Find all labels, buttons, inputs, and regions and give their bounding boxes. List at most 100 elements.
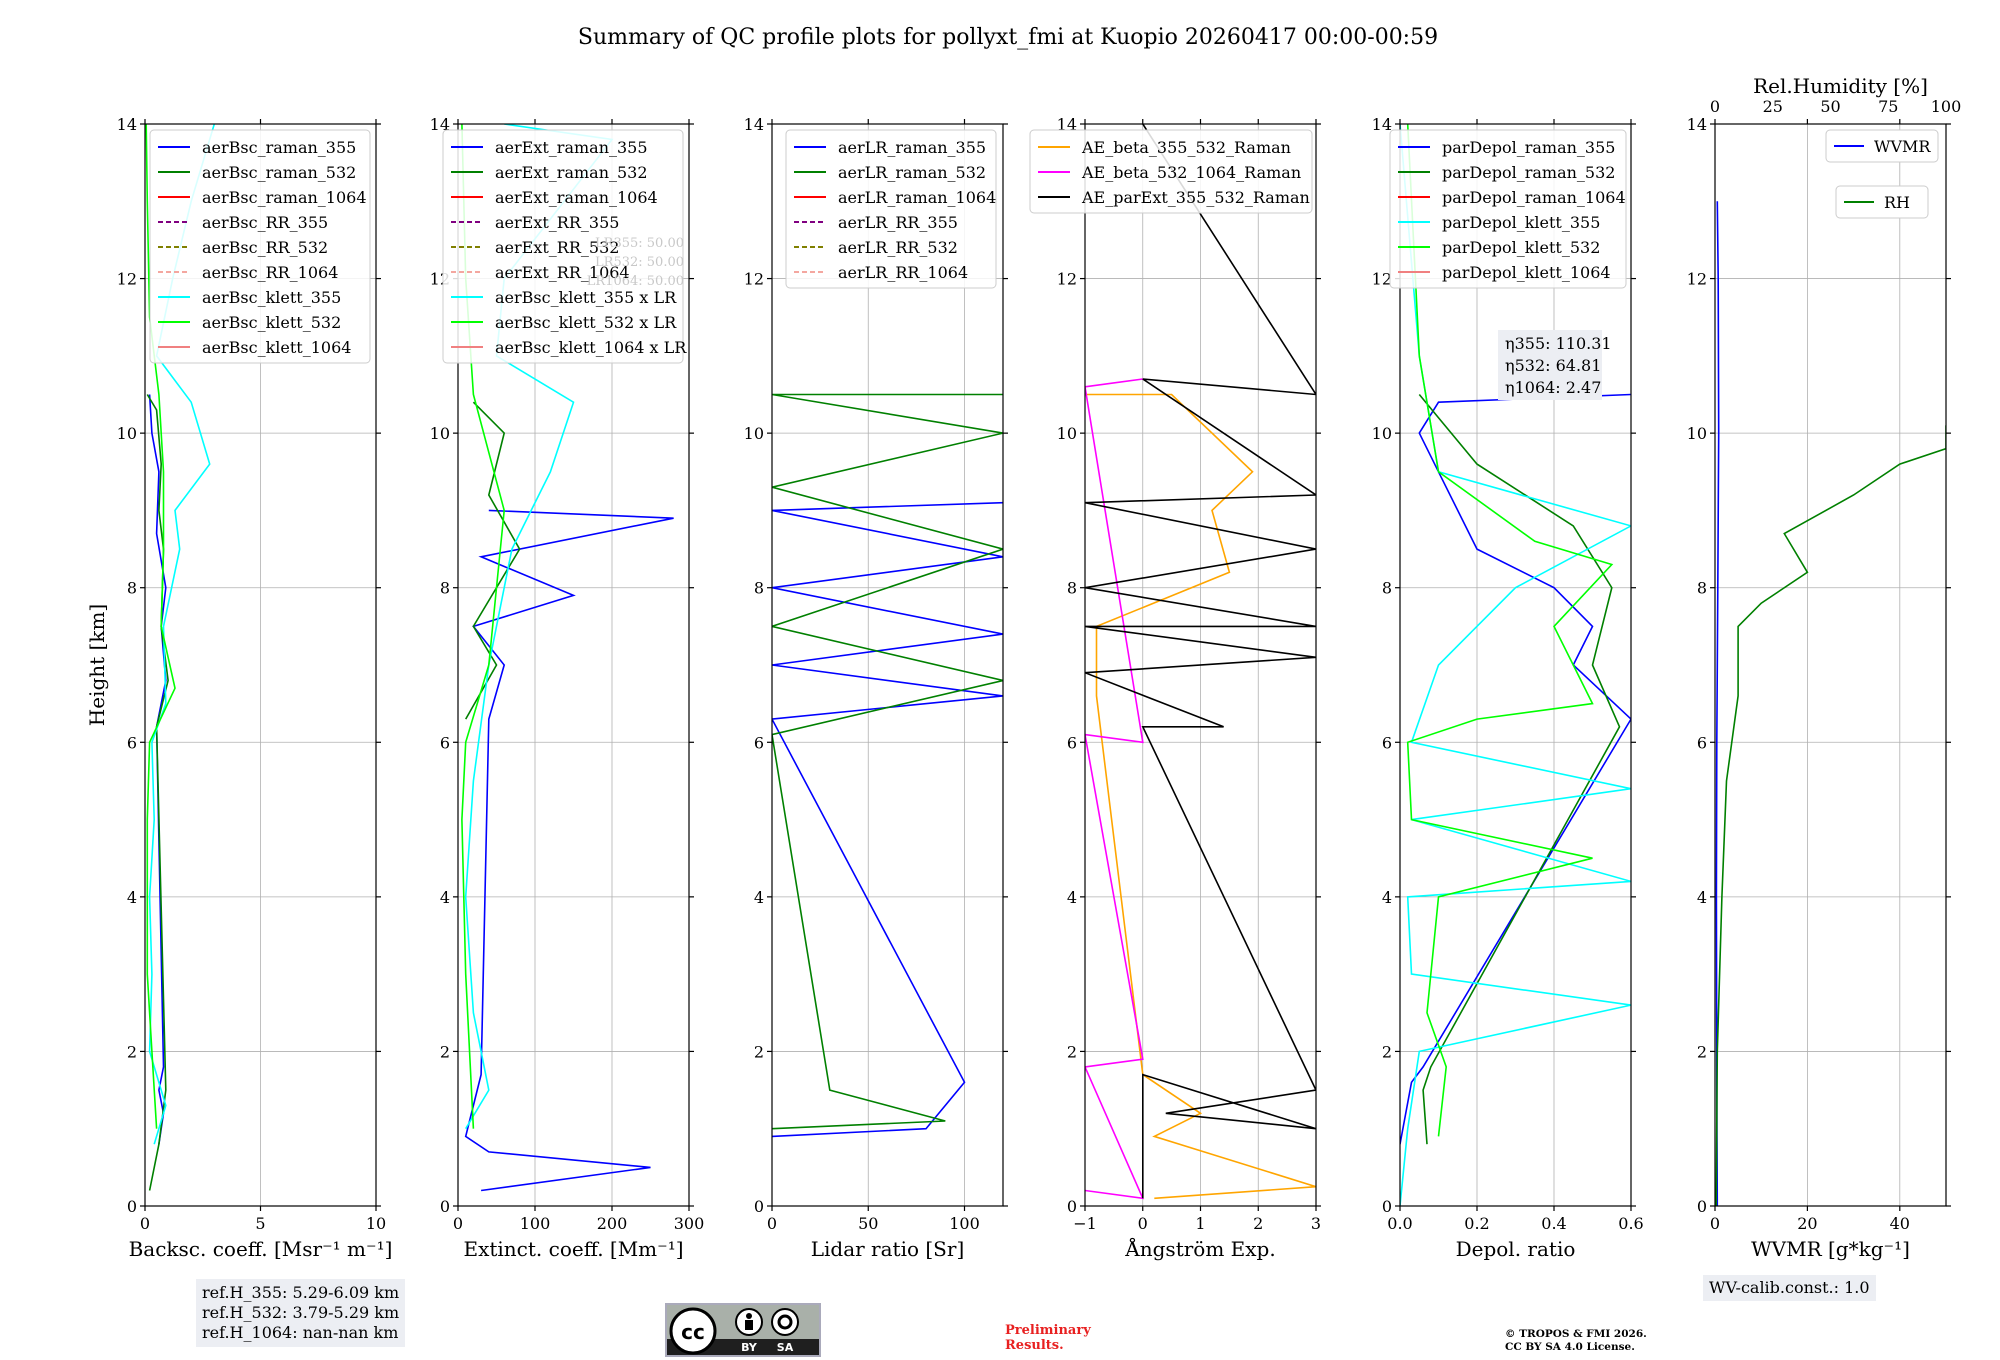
y-tick-label: 10 (1372, 424, 1392, 443)
copyright-note: © TROPOS & FMI 2026. CC BY SA 4.0 Licens… (1505, 1328, 1647, 1353)
y-tick-label: 14 (1057, 115, 1077, 134)
top-x-tick-label: 100 (1931, 97, 1962, 116)
legend-label: aerLR_RR_355 (838, 213, 958, 232)
y-tick-label: 8 (1067, 579, 1077, 598)
series-AE_beta_532_1064_Raman (1085, 378, 1145, 1200)
legend-label: parDepol_raman_532 (1442, 163, 1615, 182)
legend-box (785, 129, 997, 289)
x-tick-label: 100 (949, 1214, 980, 1233)
y-tick-label: 12 (1372, 270, 1392, 289)
top-x-tick-label: 25 (1763, 97, 1783, 116)
y-tick-label: 14 (430, 115, 450, 134)
y-tick-label: 14 (1687, 115, 1707, 134)
eta-box (1498, 330, 1602, 400)
legend-label: aerLR_raman_355 (838, 138, 986, 157)
x-tick-label: 20 (1797, 1214, 1817, 1233)
legend-label: WVMR (1874, 137, 1931, 156)
series-AE_beta_355_532_Raman (1085, 393, 1316, 1200)
y-tick-label: 6 (1697, 733, 1707, 752)
legend-label: aerExt_raman_355 (495, 138, 648, 157)
x-tick-label: 2 (1253, 1214, 1263, 1233)
y-tick-label: 6 (754, 733, 764, 752)
y-tick-label: 12 (744, 270, 764, 289)
legend-label: aerLR_RR_1064 (838, 263, 968, 282)
top-x-tick-label: 50 (1820, 97, 1840, 116)
legend-label: aerBsc_klett_355 (202, 288, 341, 307)
x-tick-label: 0 (140, 1214, 150, 1233)
panel-5: 0.0 0.2 0.4 0.6 0 2 4 6 8 10 12 14 Depol. ratio parDe… (1372, 115, 1644, 1261)
y-tick-label: 6 (1382, 733, 1392, 752)
y-tick-label: 4 (127, 888, 137, 907)
y-tick-label: 2 (1382, 1042, 1392, 1061)
series-parDepol_klett_355 (1400, 124, 1631, 1206)
y-tick-label: 8 (1382, 579, 1392, 598)
y-tick-label: 10 (1057, 424, 1077, 443)
y-tick-label: 0 (1382, 1197, 1392, 1216)
ref-height-355: ref.H_355: 5.29-6.09 km (202, 1283, 400, 1302)
legend-label: aerBsc_klett_1064 x LR (495, 338, 687, 357)
legend-box (1835, 185, 1929, 219)
y-tick-label: 0 (1697, 1197, 1707, 1216)
x-tick-label: 0 (1138, 1214, 1148, 1233)
reference-heights-box: ref.H_355: 5.29-6.09 km ref.H_532: 3.79-… (196, 1279, 406, 1347)
y-tick-label: 2 (127, 1042, 137, 1061)
y-tick-label: 0 (754, 1197, 764, 1216)
y-tick-label: 10 (117, 424, 137, 443)
y-tick-label: 0 (440, 1197, 450, 1216)
x-axis-label: Ångström Exp. (1124, 1236, 1275, 1261)
x-axis-label: Lidar ratio [Sr] (811, 1237, 965, 1261)
legend-box (442, 129, 684, 364)
y-tick-label: 14 (117, 115, 137, 134)
x-tick-label: −1 (1073, 1214, 1097, 1233)
svg-text:SA: SA (777, 1341, 794, 1354)
y-tick-label: 10 (430, 424, 450, 443)
y-tick-label: 12 (1057, 270, 1077, 289)
legend-label: aerBsc_raman_532 (202, 163, 356, 182)
series-aerBsc_raman_355 (148, 394, 167, 1145)
legend-label: aerExt_RR_355 (495, 213, 619, 232)
legend-label: aerBsc_klett_1064 (202, 338, 351, 357)
y-tick-label: 8 (440, 579, 450, 598)
svg-text:BY: BY (741, 1341, 758, 1354)
x-tick-label: 0.4 (1541, 1214, 1566, 1233)
legend-label: AE_parExt_355_532_Raman (1081, 188, 1310, 207)
x-tick-label: 0.0 (1387, 1214, 1412, 1233)
x-tick-label: 1 (1195, 1214, 1205, 1233)
y-tick-label: 10 (1687, 424, 1707, 443)
y-tick-label: 4 (440, 888, 450, 907)
sa-icon (771, 1308, 799, 1336)
eta-label: η532: 64.81 (1505, 356, 1601, 375)
y-tick-label: 4 (1067, 888, 1077, 907)
series-parDepol_raman_355 (1400, 393, 1631, 1145)
lr-label: LR532: 50.00 (595, 255, 684, 270)
y-tick-label: 8 (127, 579, 137, 598)
series-aerExt_raman_355 (464, 509, 674, 1192)
ref-height-1064: ref.H_1064: nan-nan km (202, 1323, 399, 1342)
wv-calib-box: WV-calib.const.: 1.0 (1703, 1275, 1876, 1301)
series-aerLR_raman_355 (772, 501, 1003, 1138)
axes-frame (771, 123, 1004, 1207)
y-tick-label: 8 (754, 579, 764, 598)
y-tick-label: 8 (1697, 579, 1707, 598)
x-axis-label: Depol. ratio (1456, 1237, 1576, 1261)
y-tick-label: 4 (1382, 888, 1392, 907)
cc-icon (669, 1307, 717, 1355)
y-tick-label: 2 (1067, 1042, 1077, 1061)
eta-label: η1064: 2.47 (1505, 378, 1601, 397)
axes-frame (1399, 123, 1632, 1207)
x-tick-label: 0.2 (1464, 1214, 1489, 1233)
legend-label: parDepol_raman_355 (1442, 138, 1615, 157)
legend-label: aerBsc_RR_532 (202, 238, 328, 257)
series-aerLR_raman_532 (772, 393, 1003, 1130)
legend-label: aerBsc_klett_532 x LR (495, 313, 677, 332)
legend-label: aerBsc_raman_1064 (202, 188, 367, 207)
legend-label: parDepol_klett_1064 (1442, 263, 1611, 282)
legend-label: aerBsc_RR_1064 (202, 263, 338, 282)
x-tick-label: 300 (674, 1214, 705, 1233)
legend-label: aerBsc_klett_355 x LR (495, 288, 677, 307)
y-tick-label: 14 (1372, 115, 1392, 134)
legend-label: aerExt_RR_532 (495, 238, 619, 257)
